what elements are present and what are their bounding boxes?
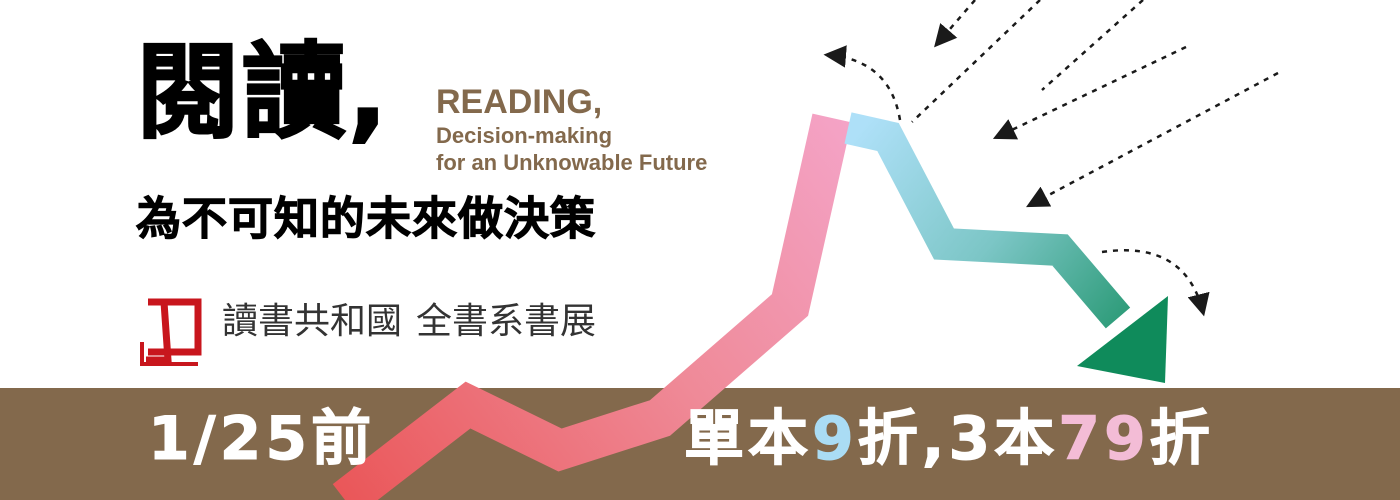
- offer-qty: 3: [948, 404, 995, 474]
- headline-subtitle: 為不可知的未來做決策: [135, 192, 597, 245]
- dashed-arrow-icon: [823, 0, 1279, 317]
- offer-part4: 折: [1149, 404, 1214, 474]
- title-en-line1: READING,: [436, 83, 603, 121]
- bundle-discount: 79: [1058, 404, 1150, 474]
- title-en-line3: for an Unknowable Future: [436, 150, 708, 176]
- promo-deadline: 1/25前: [147, 404, 376, 474]
- offer-part1: 單本: [684, 404, 812, 474]
- title-en-line2: Decision-making: [436, 123, 613, 149]
- promo-offer: 單本9折,3本79折: [684, 404, 1214, 474]
- headline-title-zh: 閱讀,: [135, 31, 390, 153]
- headline-title-en: READING, Decision-making for an Unknowab…: [436, 82, 707, 177]
- offer-part3: 本: [994, 404, 1059, 474]
- book-logo-icon: [140, 298, 202, 366]
- brand-line: 讀書共和國 全書系書展: [222, 300, 596, 343]
- offer-part2: 折,: [857, 404, 949, 474]
- publisher-name: 讀書共和國: [222, 301, 403, 342]
- single-discount: 9: [812, 404, 858, 474]
- event-name: 全書系書展: [416, 301, 597, 342]
